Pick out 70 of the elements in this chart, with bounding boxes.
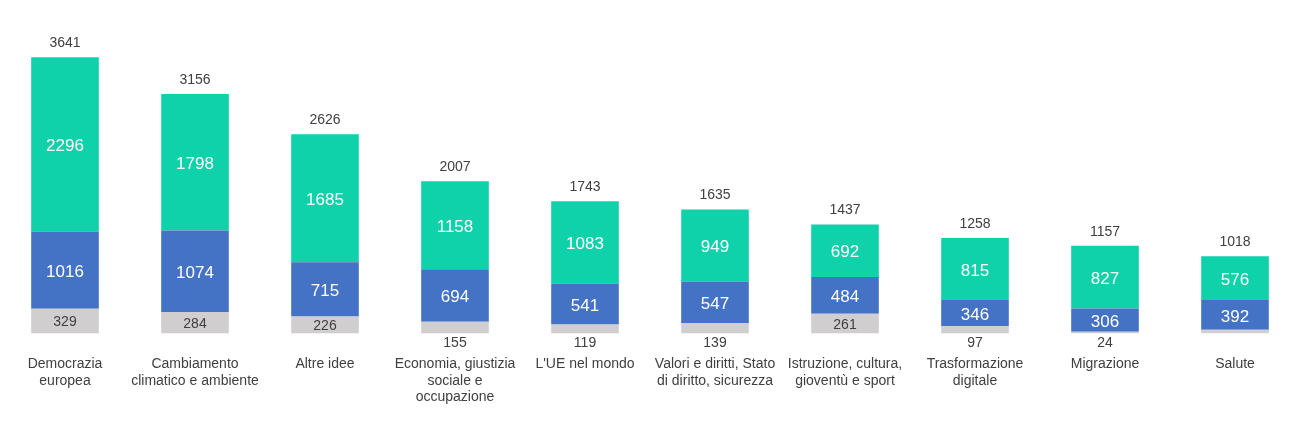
data-label: 1685 bbox=[306, 189, 344, 209]
total-label: 1157 bbox=[1089, 222, 1121, 239]
data-label: 97 bbox=[967, 334, 983, 351]
data-label: 694 bbox=[440, 287, 470, 307]
x-tick-label: Economia, giustizia sociale e occupazione bbox=[394, 354, 516, 405]
data-label: 827 bbox=[1090, 268, 1120, 288]
data-label: 692 bbox=[830, 242, 860, 262]
data-label: 715 bbox=[310, 281, 340, 300]
x-tick-label: Migrazione bbox=[1070, 354, 1140, 371]
bar bbox=[811, 277, 879, 314]
bar bbox=[681, 281, 749, 324]
bar bbox=[941, 238, 1009, 300]
total-label: 1437 bbox=[829, 201, 861, 218]
data-label: 815 bbox=[960, 260, 990, 280]
data-label: 306 bbox=[1090, 311, 1120, 331]
total-label: 3641 bbox=[49, 34, 81, 51]
data-label: 1083 bbox=[566, 234, 604, 254]
x-tick-label: L'UE nel mondo bbox=[535, 354, 635, 371]
data-label: 226 bbox=[313, 316, 337, 333]
total-label: 2626 bbox=[309, 111, 341, 128]
x-tick-label: Cambiamento climatico e ambiente bbox=[131, 354, 260, 388]
data-label: 155 bbox=[443, 334, 467, 351]
bar bbox=[161, 230, 229, 313]
data-label: 119 bbox=[573, 334, 597, 351]
x-tick-label: Istruzione, cultura, gioventù e sport bbox=[787, 354, 903, 388]
bar bbox=[291, 134, 359, 263]
data-label: 1016 bbox=[46, 261, 84, 281]
bar bbox=[681, 209, 749, 282]
bar bbox=[551, 201, 619, 284]
x-tick-label: Democrazia europea bbox=[27, 354, 103, 388]
data-label: 949 bbox=[700, 237, 730, 257]
bar bbox=[291, 262, 359, 317]
data-label: 24 bbox=[1097, 334, 1113, 351]
total-label: 1018 bbox=[1219, 233, 1251, 250]
bar bbox=[421, 269, 489, 322]
bar bbox=[421, 181, 489, 270]
bar bbox=[421, 321, 489, 334]
data-label: 261 bbox=[833, 315, 857, 332]
bar bbox=[161, 94, 229, 231]
data-label: 484 bbox=[830, 287, 860, 307]
x-tick-label: Salute bbox=[1215, 354, 1256, 371]
bar bbox=[1201, 300, 1269, 330]
total-label: 1258 bbox=[959, 214, 991, 231]
data-label: 1074 bbox=[176, 262, 214, 282]
total-label: 1743 bbox=[569, 178, 601, 195]
bar bbox=[1201, 256, 1269, 301]
data-label: 1798 bbox=[176, 153, 214, 173]
x-tick-label: Altre idee bbox=[295, 354, 355, 371]
data-label: 329 bbox=[53, 312, 77, 329]
total-label: 1635 bbox=[699, 186, 731, 203]
data-label: 541 bbox=[570, 295, 600, 315]
x-tick-label: Valori e diritti, Stato di diritto, sicurezza bbox=[654, 354, 776, 388]
data-label: 576 bbox=[1220, 269, 1250, 289]
total-label: 3156 bbox=[179, 70, 211, 87]
total-label: 2007 bbox=[439, 158, 471, 175]
data-label: 346 bbox=[960, 304, 990, 324]
bar bbox=[811, 224, 879, 278]
data-label: 139 bbox=[703, 334, 727, 351]
x-tick-label: Trasformazione digitale bbox=[926, 354, 1024, 388]
data-label: 1158 bbox=[436, 216, 474, 236]
bar bbox=[31, 57, 99, 232]
data-label: 547 bbox=[700, 293, 730, 313]
bar bbox=[941, 326, 1009, 334]
bar bbox=[551, 283, 619, 325]
bar bbox=[681, 323, 749, 334]
bar bbox=[1071, 245, 1139, 309]
data-label: 392 bbox=[1220, 306, 1250, 326]
bar bbox=[31, 231, 99, 309]
data-label: 2296 bbox=[46, 136, 84, 156]
data-label: 284 bbox=[183, 314, 207, 331]
